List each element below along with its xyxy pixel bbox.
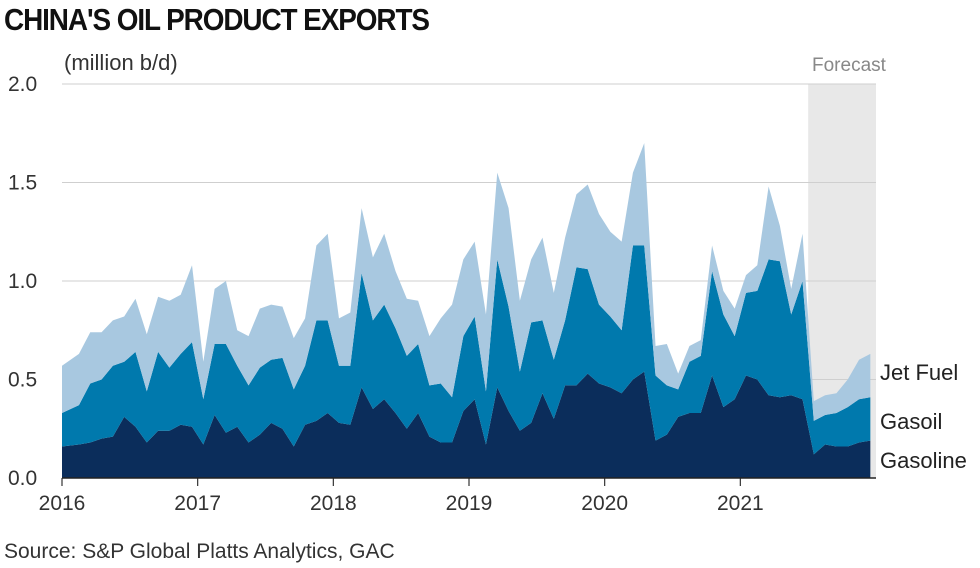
y-tick-label: 0.0 [8,467,37,490]
series-area-gasoline [62,371,871,478]
x-tick-label: 2018 [310,492,357,515]
source-note: Source: S&P Global Platts Analytics, GAC [4,540,395,563]
series-area-gasoil [62,245,871,455]
chart-title: CHINA'S OIL PRODUCT EXPORTS [4,2,430,37]
y-tick-label: 1.5 [8,172,37,195]
legend-gasoil: Gasoil [880,409,943,434]
y-tick-label: 1.0 [8,270,37,293]
x-tick-label: 2016 [39,492,86,515]
legend-gasoline: Gasoline [880,448,967,473]
y-tick-label: 2.0 [8,73,37,96]
x-tick-label: 2017 [174,492,221,515]
y-axis-unit-label: (million b/d) [64,50,178,75]
forecast-label: Forecast [812,55,886,76]
x-tick-label: 2021 [717,492,764,515]
x-tick-label: 2020 [581,492,628,515]
legend-jet-fuel: Jet Fuel [880,360,959,385]
series-area-jet-fuel [62,143,871,421]
y-tick-label: 0.5 [8,369,37,392]
x-tick-label: 2019 [446,492,493,515]
